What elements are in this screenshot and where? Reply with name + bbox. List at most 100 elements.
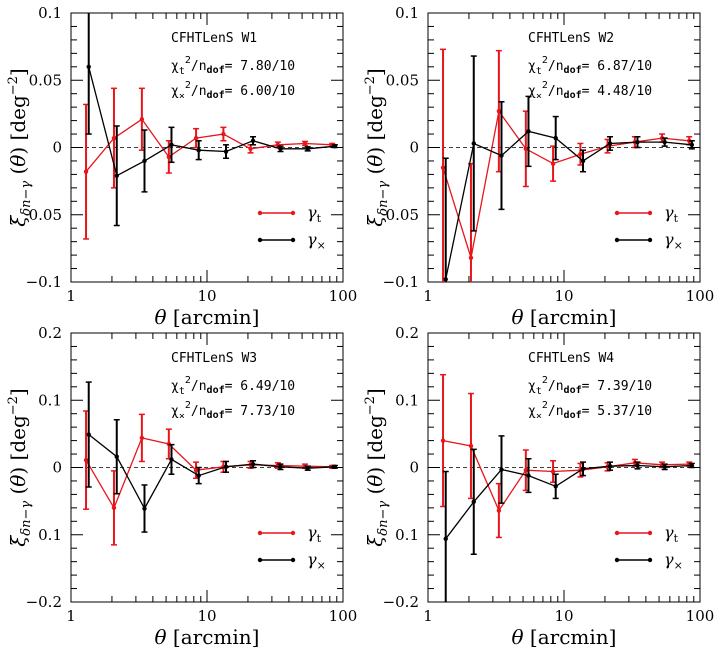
x-tick-label: 10 xyxy=(554,607,573,625)
plot-data xyxy=(440,48,695,282)
legend-marker xyxy=(614,557,620,563)
legend-marker xyxy=(647,210,653,216)
legend-marker xyxy=(257,210,263,216)
x-tick-label: 100 xyxy=(329,287,358,305)
series-gamma-t xyxy=(440,373,693,539)
x-tick-label: 1 xyxy=(66,287,76,305)
data-point xyxy=(607,463,613,469)
y-tick-label: 0.2 xyxy=(38,324,62,342)
legend-entry-gamma-t: γt xyxy=(614,203,679,225)
data-point xyxy=(139,435,145,441)
y-tick-label: 0.05 xyxy=(29,206,62,224)
data-point xyxy=(139,117,145,122)
data-point xyxy=(169,142,174,148)
x-tick-label: 10 xyxy=(197,287,216,305)
y-tick-label: 0.1 xyxy=(38,526,62,544)
data-point xyxy=(250,138,256,143)
legend-marker xyxy=(290,530,296,536)
x-tick-label: 100 xyxy=(329,607,358,625)
data-point xyxy=(471,499,476,504)
data-point xyxy=(440,438,446,443)
data-point xyxy=(689,463,695,468)
series-gamma-t xyxy=(83,410,336,546)
chi2-gamma-t: χt2/ndof= 7.80/10 xyxy=(171,55,295,77)
data-point xyxy=(523,467,529,473)
chi2-gamma-x: χ×2/ndof= 6.00/10 xyxy=(171,80,295,102)
chi2-gamma-x: χ×2/ndof= 7.73/10 xyxy=(171,400,295,422)
y-axis-label: ξδn−γ (θ) [deg−2] xyxy=(6,388,34,547)
legend-marker xyxy=(257,557,263,563)
data-point xyxy=(550,469,556,474)
panel-w3: 1 10 100 −0.2 0.1 0 0.1 0.2 θ [arcmin] ξδn−γ (θ) … xyxy=(6,324,357,649)
y-tick-label: 0.1 xyxy=(38,4,62,22)
data-point xyxy=(305,146,310,152)
data-point xyxy=(86,64,91,70)
x-tick-label: 1 xyxy=(423,287,433,305)
series-line xyxy=(88,66,335,177)
data-point xyxy=(440,165,446,170)
legend-label: γt xyxy=(664,523,679,545)
series-line xyxy=(85,437,333,510)
legend-marker xyxy=(614,237,620,243)
legend-entry-gamma-t: γt xyxy=(257,523,322,545)
legend-marker xyxy=(647,557,653,563)
data-point xyxy=(196,147,201,153)
series-line xyxy=(442,439,690,512)
y-tick-label: 0 xyxy=(409,459,419,477)
data-point xyxy=(499,467,504,472)
panel-title: CFHTLenS W3 xyxy=(171,351,257,366)
data-point xyxy=(142,506,147,511)
data-point xyxy=(578,152,583,157)
legend-entry-gamma-x: γ× xyxy=(614,550,683,572)
chi2-gamma-x: χ×2/ndof= 4.48/10 xyxy=(528,80,652,102)
legend-entry-gamma-t: γt xyxy=(257,203,322,225)
data-point xyxy=(635,139,640,145)
data-point xyxy=(553,484,558,489)
y-axis-label: ξδn−γ (θ) [deg−2] xyxy=(6,68,34,227)
y-tick-label: −0.1 xyxy=(26,273,62,291)
data-point xyxy=(332,464,338,470)
y-tick-label: 0.2 xyxy=(395,324,419,342)
data-point xyxy=(496,108,502,114)
chi2-gamma-t: χt2/ndof= 6.87/10 xyxy=(528,55,652,77)
chi2-gamma-t: χt2/ndof= 6.49/10 xyxy=(171,375,295,397)
y-axis-label: ξδn−γ (θ) [deg−2] xyxy=(363,388,391,547)
x-axis-label: θ [arcmin] xyxy=(155,305,260,329)
data-point xyxy=(332,143,338,149)
series-gamma-t xyxy=(83,87,336,240)
data-point xyxy=(553,135,558,141)
legend-marker xyxy=(257,530,263,536)
legend-label: γ× xyxy=(307,230,326,252)
legend-label: γt xyxy=(664,203,679,225)
data-point xyxy=(193,135,199,141)
series-gamma-x xyxy=(442,435,695,602)
x-tick-label: 100 xyxy=(686,607,715,625)
data-point xyxy=(278,464,283,470)
panel-title: CFHTLenS W4 xyxy=(528,351,614,366)
y-axis-label: ξδn−γ (θ) [deg−2] xyxy=(363,68,391,227)
y-tick-label: 0.05 xyxy=(386,71,419,89)
x-tick-label: 1 xyxy=(66,607,76,625)
x-axis-label: θ [arcmin] xyxy=(155,625,260,649)
data-point xyxy=(86,432,91,437)
data-point xyxy=(471,141,476,146)
legend-label: γt xyxy=(307,203,322,225)
data-point xyxy=(114,173,119,178)
data-point xyxy=(223,464,229,470)
x-tick-label: 10 xyxy=(554,287,573,305)
data-point xyxy=(305,465,310,471)
legend-label: γ× xyxy=(664,230,683,252)
y-tick-label: 0.1 xyxy=(395,526,419,544)
data-point xyxy=(223,149,229,154)
x-tick-label: 100 xyxy=(686,287,715,305)
data-point xyxy=(523,146,529,152)
x-tick-label: 1 xyxy=(423,607,433,625)
data-point xyxy=(221,131,226,137)
panel-w1: 1 10 100 −0.1 0.05 0 0.05 0.1 θ [arcmin] ξδn−γ (θ… xyxy=(6,4,358,329)
panel-title: CFHTLenS W1 xyxy=(171,31,257,46)
legend-entry-gamma-x: γ× xyxy=(614,230,683,252)
plot-data xyxy=(83,381,338,546)
y-tick-label: 0.1 xyxy=(38,391,62,409)
series-line xyxy=(445,130,692,280)
